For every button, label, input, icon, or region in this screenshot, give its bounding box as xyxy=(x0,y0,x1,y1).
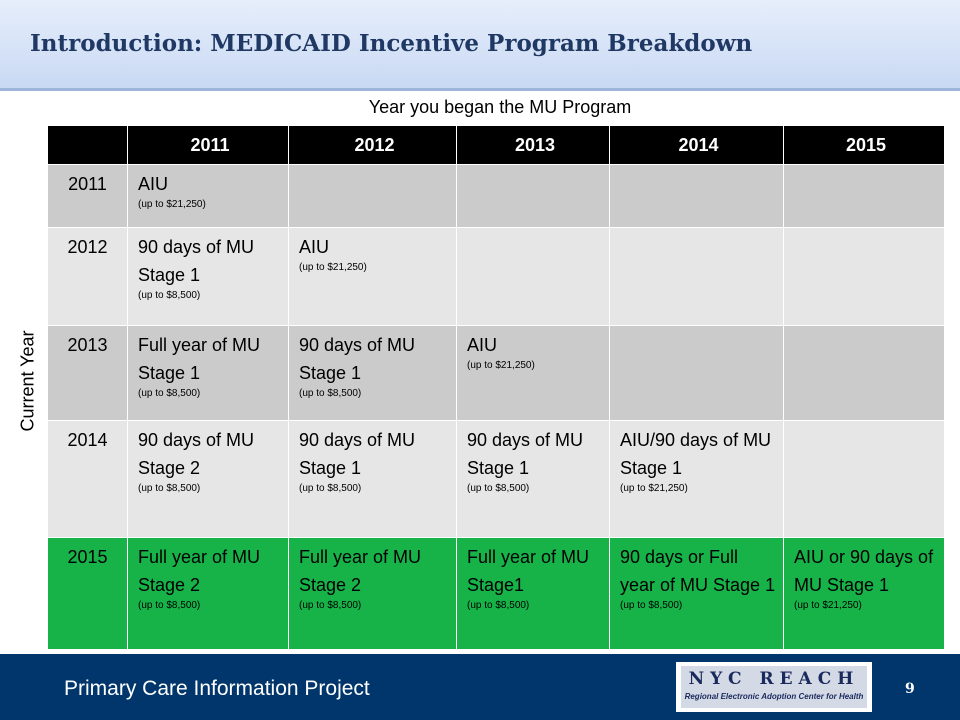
cell-amount: (up to $21,250) xyxy=(794,600,862,611)
table-cell: AIU or 90 days of MU Stage 1 (up to $21,2… xyxy=(783,537,945,650)
cell-amount: (up to $21,250) xyxy=(138,199,206,210)
cell-text: 90 days of MU Stage 1 xyxy=(467,430,584,478)
table-header-row: 2011 2012 2013 2014 2015 xyxy=(47,125,945,165)
incentive-table: 2011 2012 2013 2014 2015 2011 AIU (up to … xyxy=(47,125,945,650)
table-cell xyxy=(456,164,610,228)
cell-text: AIU/90 days of MU Stage 1 xyxy=(620,430,772,478)
table-cell xyxy=(783,164,945,228)
cell-amount: (up to $8,500) xyxy=(467,483,530,494)
cell-text: Full year of MU Stage 2 xyxy=(299,547,422,595)
cell-text: 90 days or Full year of MU Stage 1 xyxy=(620,547,776,595)
cell-amount: (up to $8,500) xyxy=(299,600,362,611)
title-rule xyxy=(0,88,960,91)
logo-name: NYC REACH xyxy=(688,669,860,689)
logo-panel: NYC REACH Regional Electronic Adoption C… xyxy=(681,666,867,708)
title-bar xyxy=(0,0,960,88)
column-heading: Year you began the MU Program xyxy=(368,97,632,117)
table-cell xyxy=(783,325,945,421)
table-cell xyxy=(456,227,610,326)
table-cell: AIU/90 days of MU Stage 1 (up to $21,250) xyxy=(609,420,784,538)
table-cell: Full year of MU Stage 2 (up to $8,500) xyxy=(288,537,457,650)
header-cell-2012: 2012 xyxy=(288,125,457,165)
cell-amount: (up to $8,500) xyxy=(299,483,362,494)
header-cell-2014: 2014 xyxy=(609,125,784,165)
cell-amount: (up to $21,250) xyxy=(467,360,535,371)
page-number: 9 xyxy=(905,681,915,697)
cell-text: Full year of MU Stage1 xyxy=(467,547,590,595)
cell-text: 90 days of MU Stage 1 xyxy=(299,335,416,383)
table-cell xyxy=(609,227,784,326)
table-cell: 90 days of MU Stage 1 (up to $8,500) xyxy=(288,325,457,421)
cell-amount: (up to $8,500) xyxy=(620,600,683,611)
table-cell xyxy=(288,164,457,228)
table-cell: AIU (up to $21,250) xyxy=(127,164,289,228)
cell-text: AIU xyxy=(138,174,169,194)
header-cell-corner xyxy=(47,125,128,165)
cell-amount: (up to $8,500) xyxy=(138,290,201,301)
table-row: 2015 Full year of MU Stage 2 (up to $8,50… xyxy=(47,537,945,650)
row-year-2012: 2012 xyxy=(47,227,128,326)
table-cell xyxy=(783,227,945,326)
cell-text: Full year of MU Stage 1 xyxy=(138,335,261,383)
row-heading: Current Year xyxy=(17,330,38,432)
table-cell: 90 days of MU Stage 1 (up to $8,500) xyxy=(127,227,289,326)
footer-text: Primary Care Information Project xyxy=(64,677,370,700)
table-cell xyxy=(783,420,945,538)
table-cell: Full year of MU Stage 1 (up to $8,500) xyxy=(127,325,289,421)
cell-text: 90 days of MU Stage 1 xyxy=(138,237,255,285)
row-year-2015: 2015 xyxy=(47,537,128,650)
nyc-reach-logo: NYC REACH Regional Electronic Adoption C… xyxy=(676,662,872,712)
row-year-2013: 2013 xyxy=(47,325,128,421)
cell-text: AIU xyxy=(299,237,330,257)
table-cell: Full year of MU Stage1 (up to $8,500) xyxy=(456,537,610,650)
table-cell: AIU (up to $21,250) xyxy=(288,227,457,326)
cell-amount: (up to $8,500) xyxy=(138,483,201,494)
cell-text: AIU or 90 days of MU Stage 1 xyxy=(794,547,934,595)
table-cell: 90 days of MU Stage 1 (up to $8,500) xyxy=(288,420,457,538)
table-cell: Full year of MU Stage 2 (up to $8,500) xyxy=(127,537,289,650)
table-cell: AIU (up to $21,250) xyxy=(456,325,610,421)
table-row: 2013 Full year of MU Stage 1 (up to $8,50… xyxy=(47,325,945,421)
cell-text: AIU xyxy=(467,335,498,355)
logo-tagline: Regional Electronic Adoption Center for … xyxy=(684,692,864,701)
table-cell: 90 days of MU Stage 1 (up to $8,500) xyxy=(456,420,610,538)
header-cell-2015: 2015 xyxy=(783,125,945,165)
table-cell: 90 days or Full year of MU Stage 1 (up to… xyxy=(609,537,784,650)
cell-text: Full year of MU Stage 2 xyxy=(138,547,261,595)
table-row: 2012 90 days of MU Stage 1 (up to $8,500)… xyxy=(47,227,945,326)
table-row: 2014 90 days of MU Stage 2 (up to $8,500)… xyxy=(47,420,945,538)
table-cell: 90 days of MU Stage 2 (up to $8,500) xyxy=(127,420,289,538)
cell-text: 90 days of MU Stage 2 xyxy=(138,430,255,478)
table-cell xyxy=(609,164,784,228)
header-cell-2011: 2011 xyxy=(127,125,289,165)
row-year-2014: 2014 xyxy=(47,420,128,538)
cell-amount: (up to $8,500) xyxy=(138,388,201,399)
row-year-2011: 2011 xyxy=(47,164,128,228)
cell-amount: (up to $21,250) xyxy=(620,483,688,494)
header-cell-2013: 2013 xyxy=(456,125,610,165)
cell-amount: (up to $8,500) xyxy=(467,600,530,611)
cell-amount: (up to $21,250) xyxy=(299,262,367,273)
table-cell xyxy=(609,325,784,421)
cell-amount: (up to $8,500) xyxy=(299,388,362,399)
cell-amount: (up to $8,500) xyxy=(138,600,201,611)
table-row: 2011 AIU (up to $21,250) xyxy=(47,164,945,228)
cell-text: 90 days of MU Stage 1 xyxy=(299,430,416,478)
slide-title: Introduction: MEDICAID Incentive Program… xyxy=(30,30,753,57)
